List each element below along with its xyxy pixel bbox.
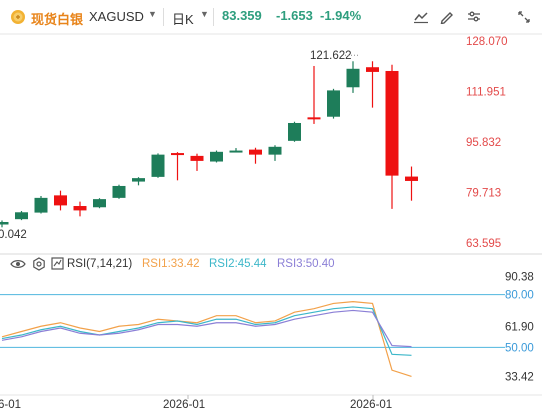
candle-body	[385, 70, 399, 176]
rsi-level-label-bg	[505, 340, 542, 355]
candle-body	[132, 178, 145, 182]
price-axis-label: 95.832	[466, 137, 501, 149]
candle-body	[34, 197, 48, 213]
price-change-percent: -1.94%	[320, 8, 362, 23]
time-axis-label: 2026-01	[163, 399, 205, 411]
candle-body	[190, 155, 204, 161]
candle-body	[93, 199, 106, 208]
candle-body	[210, 151, 223, 162]
symbol-code[interactable]: XAGUSD	[89, 9, 144, 24]
price-axis-label: 111.951	[466, 87, 506, 99]
rsi-indicator-icon	[51, 257, 64, 273]
toolbar-divider	[163, 8, 164, 26]
rsi2-value: RSI2:45.44	[209, 258, 267, 270]
candle-body	[268, 146, 282, 155]
chart-toolbar: 现货白银 XAGUSD ▼ 日K ▼ 83.359 -1.653 -1.94%	[0, 0, 542, 34]
chart-type-button[interactable]	[411, 8, 431, 26]
candle-body	[405, 176, 418, 181]
rsi-level-label-bg	[505, 287, 542, 302]
symbol-dropdown-icon[interactable]: ▼	[148, 9, 157, 19]
eye-icon[interactable]	[10, 257, 26, 274]
low-annotation: 0.042	[0, 229, 27, 241]
candle-body	[73, 206, 87, 211]
draw-tool-button[interactable]	[437, 8, 457, 26]
symbol-name[interactable]: 现货白银	[31, 12, 84, 27]
price-axis-label: 63.595	[466, 238, 501, 250]
period-dropdown-icon[interactable]: ▼	[200, 9, 209, 19]
time-axis-label: 6-01	[0, 399, 21, 411]
last-price: 83.359	[222, 8, 262, 23]
rsi-legend: RSI(7,14,21) RSI1:33.42 RSI2:45.44 RSI3:…	[0, 256, 542, 274]
candle-body	[151, 154, 165, 177]
candle-body	[229, 150, 243, 153]
time-axis-label: 2026-01	[350, 399, 392, 411]
candle-body	[327, 90, 340, 117]
rsi-axis-label: 90.38	[505, 271, 534, 283]
indicator-button[interactable]	[464, 8, 484, 26]
candle-body	[346, 68, 360, 88]
rsi-axis-label: 50.00	[505, 342, 534, 354]
price-change: -1.653	[276, 8, 313, 23]
rsi3-line	[1, 309, 412, 348]
candle-body	[171, 153, 184, 156]
candle-body	[54, 195, 67, 206]
price-axis-label: 79.713	[466, 188, 501, 200]
period-selector[interactable]: 日K	[172, 12, 194, 27]
high-annotation: 121.622	[310, 50, 352, 62]
fullscreen-icon	[518, 11, 530, 23]
candle-body	[0, 221, 9, 225]
rsi-title: RSI(7,14,21)	[67, 258, 133, 270]
rsi-axis-label: 33.42	[505, 371, 534, 383]
candle-body	[288, 122, 301, 141]
rsi1-value: RSI1:33.42	[142, 258, 200, 270]
fullscreen-button[interactable]	[514, 8, 534, 26]
candle-body	[366, 67, 379, 72]
rsi1-line	[1, 301, 412, 378]
candle-body	[249, 149, 262, 155]
settings-icon[interactable]	[32, 257, 46, 274]
rsi3-value: RSI3:50.40	[277, 258, 335, 270]
toolbar-divider	[213, 8, 214, 26]
candle-body	[307, 117, 321, 120]
rsi-axis-label: 61.90	[505, 321, 534, 333]
draw-icon	[440, 12, 453, 24]
candle-body	[112, 185, 126, 198]
rsi2-line	[1, 306, 412, 356]
silver-coin-icon	[11, 10, 25, 24]
indicator-icon	[468, 11, 480, 22]
rsi-axis-label: 80.00	[505, 290, 534, 302]
chart-line-icon	[414, 12, 428, 24]
candle-body	[15, 212, 28, 220]
price-axis-label: 128.070	[466, 36, 508, 48]
